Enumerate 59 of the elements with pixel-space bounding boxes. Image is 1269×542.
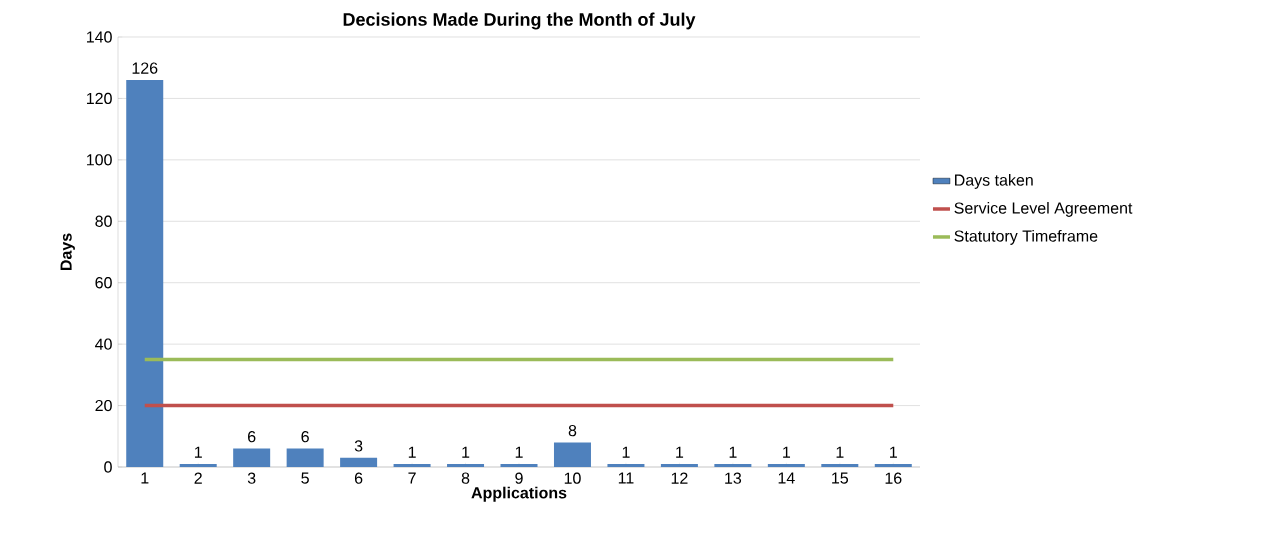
y-axis-title: Days bbox=[60, 233, 75, 271]
y-tick-label: 120 bbox=[86, 92, 112, 105]
bar bbox=[874, 463, 912, 467]
data-label: 6 bbox=[301, 431, 309, 443]
bar bbox=[660, 463, 698, 467]
legend-label: Days taken bbox=[955, 174, 1033, 189]
data-label: 1 bbox=[622, 446, 630, 458]
x-tick-label: 2 bbox=[194, 472, 202, 484]
data-label: 1 bbox=[783, 446, 791, 458]
data-label: 1 bbox=[194, 446, 202, 458]
bar bbox=[821, 463, 859, 467]
data-label: 8 bbox=[568, 424, 577, 437]
x-tick-label: 9 bbox=[515, 472, 523, 484]
x-tick-label: 7 bbox=[408, 472, 416, 484]
x-tick-label: 13 bbox=[725, 472, 742, 484]
data-label: 1 bbox=[676, 446, 684, 458]
x-tick-label: 5 bbox=[301, 472, 309, 484]
bar bbox=[233, 448, 271, 467]
y-tick-label: 20 bbox=[95, 399, 112, 412]
bar bbox=[714, 463, 752, 467]
chart-title: Decisions Made During the Month of July bbox=[343, 12, 696, 30]
x-tick-label: 16 bbox=[885, 472, 902, 484]
data-label: 1 bbox=[890, 446, 897, 458]
data-label: 6 bbox=[248, 431, 256, 443]
data-label: 1 bbox=[462, 446, 470, 458]
x-tick-label: 11 bbox=[618, 472, 634, 484]
x-tick-label: 6 bbox=[354, 472, 363, 484]
y-tick-label: 140 bbox=[86, 31, 112, 43]
data-label: 126 bbox=[132, 62, 158, 74]
bar bbox=[553, 442, 591, 467]
x-tick-label: 10 bbox=[564, 472, 581, 484]
x-tick-label: 1 bbox=[141, 472, 149, 484]
legend-label: Statutory Timeframe bbox=[954, 229, 1098, 245]
x-axis-title: Applications bbox=[471, 486, 567, 502]
y-tick-label: 80 bbox=[95, 215, 112, 227]
y-tick-label: 60 bbox=[95, 277, 112, 289]
x-tick-label: 3 bbox=[247, 472, 256, 484]
y-tick-label: 0 bbox=[104, 461, 112, 473]
x-tick-label: 12 bbox=[671, 472, 688, 484]
y-tick-label: 40 bbox=[95, 338, 112, 350]
bar bbox=[500, 463, 538, 467]
bar bbox=[340, 457, 378, 467]
x-tick-label: 14 bbox=[778, 472, 795, 484]
y-tick-label: 100 bbox=[86, 154, 112, 166]
bar bbox=[607, 463, 645, 467]
data-label: 1 bbox=[729, 446, 737, 458]
data-label: 3 bbox=[354, 440, 363, 452]
data-label: 1 bbox=[408, 446, 416, 458]
bar bbox=[179, 463, 217, 467]
bar bbox=[767, 463, 805, 467]
x-tick-label: 8 bbox=[461, 472, 470, 484]
bar bbox=[286, 448, 324, 467]
bar bbox=[126, 79, 164, 467]
legend-label: Service Level Agreement bbox=[954, 202, 1133, 217]
bar bbox=[393, 463, 431, 467]
data-label: 1 bbox=[836, 446, 844, 458]
x-tick-label: 15 bbox=[832, 472, 849, 484]
data-label: 1 bbox=[515, 446, 523, 458]
bar bbox=[447, 463, 485, 467]
